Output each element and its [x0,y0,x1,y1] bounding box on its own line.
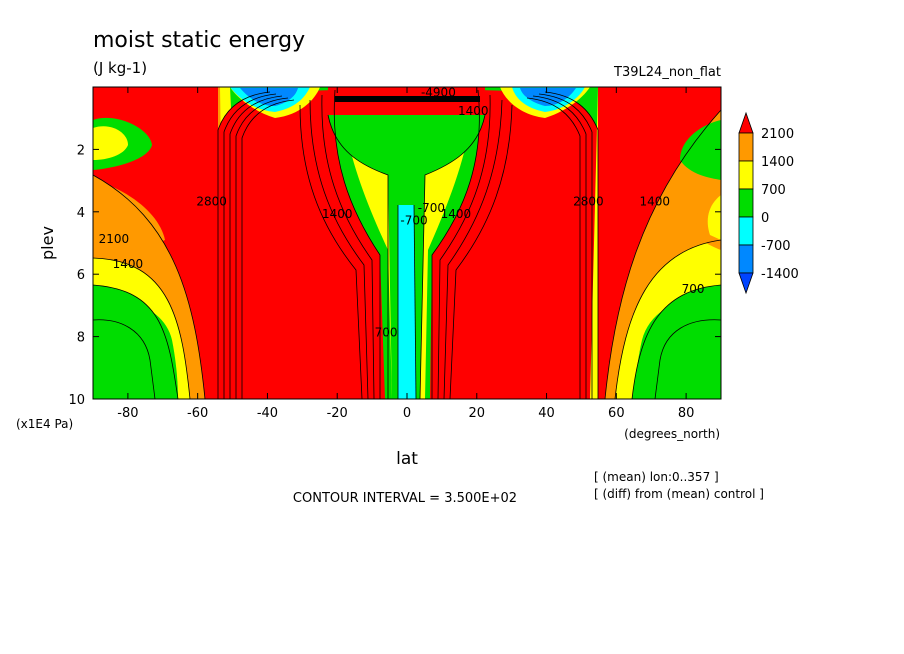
note-mean-lon: [ (mean) lon:0..357 ] [594,470,719,484]
upper-blue-right [520,88,576,106]
colorbar-swatch [738,160,754,190]
colorbar: 2100 1400 700 0 -700 -1400 [738,111,799,295]
colorbar-arrow-bottom [738,272,754,295]
colorbar-arrow-top [738,111,754,134]
x-tick-label: 60 [608,406,625,421]
x-tick-label: 80 [678,406,695,421]
y-tick-label: 10 [68,393,85,408]
chart-title: moist static energy [93,28,305,53]
column-cyan-center [398,205,416,399]
y-axis-title: plev [38,226,57,260]
contour-label: 700 [375,326,398,340]
colorbar-swatch [738,216,754,246]
contour-label: 2800 [196,195,227,209]
colorbar-label: 700 [761,183,786,198]
pocket-yellow-right-mid [707,195,721,240]
contour-label: 2800 [573,195,604,209]
chart-units: (J kg-1) [93,59,147,77]
x-tick-label: 20 [469,406,486,421]
x-tick-label: 0 [403,406,411,421]
band-red-left-outer [93,87,218,399]
contour-field [93,87,721,399]
contour-label: 1400 [113,257,144,271]
contour-label: 1400 [458,104,489,118]
y-axis-units: (x1E4 Pa) [16,417,73,431]
contour-label: 2100 [99,232,130,246]
colorbar-label: 2100 [761,127,794,142]
lobe-red-left [218,90,385,399]
x-tick-label: -20 [327,406,348,421]
contour-label: -4900 [421,85,456,99]
upper-contour-bundle [335,96,480,102]
x-tick-label: 40 [538,406,555,421]
region-green-lower-right [635,299,721,399]
y-tick-label: 6 [77,268,85,283]
colorbar-label: -700 [761,239,791,254]
colorbar-swatch [738,188,754,218]
y-tick-label: 2 [77,143,85,158]
note-diff-control: [ (diff) from (mean) control ] [594,487,764,501]
colorbar-label: 1400 [761,155,794,170]
band-red-right-outer [598,87,721,399]
contour-interval: CONTOUR INTERVAL = 3.500E+02 [293,491,517,506]
pocket-green-right-top [680,120,721,180]
pocket-yellow-left-top [93,126,128,160]
contour-label: -700 [418,201,445,215]
x-axis-units: (degrees_north) [624,427,720,441]
y-axis: 2 4 6 8 10 [68,143,721,408]
colorbar-label: 0 [761,211,769,226]
contour-label: 1400 [441,207,472,221]
colorbar-label: -1400 [761,267,799,282]
lobe-red-right [430,90,598,399]
colorbar-swatch [738,132,754,162]
contour-label: 1400 [639,195,670,209]
contour-lines [93,89,721,399]
experiment-label: T39L24_non_flat [613,65,721,80]
y-tick-label: 4 [77,206,85,221]
x-axis-title: lat [396,449,418,469]
pocket-orange-left-mid [93,180,165,255]
region-green-lower-left [93,299,178,399]
contour-label: 1400 [322,207,353,221]
contour-label: -700 [400,213,427,227]
x-tick-label: -60 [187,406,208,421]
contour-label: 700 [682,282,705,296]
x-tick-label: -40 [257,406,278,421]
x-tick-label: -80 [117,406,138,421]
y-tick-label: 8 [77,331,85,346]
colorbar-swatch [738,244,754,274]
x-axis: -80 -60 -40 -20 0 20 40 60 80 [117,87,694,421]
